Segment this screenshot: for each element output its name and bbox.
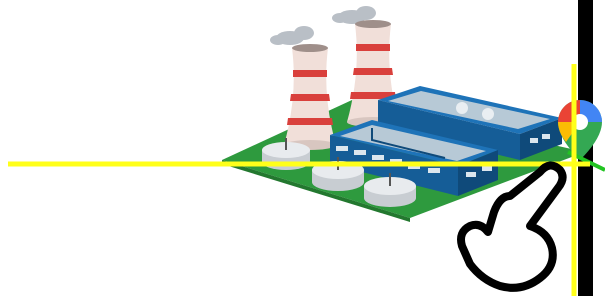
illustration: [0, 0, 605, 296]
page: [0, 0, 605, 296]
